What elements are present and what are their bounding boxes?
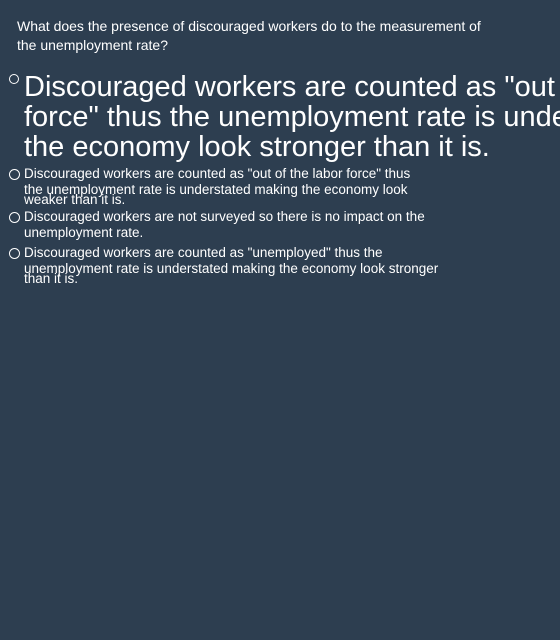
answer-option-d-label: Discouraged workers are counted as "unem… [24,245,464,287]
question-line: What does the presence of discouraged wo… [17,18,481,34]
answer-line: Discouraged workers are counted as "out … [24,72,560,103]
answer-line: the economy look stronger than it is. [24,131,490,162]
answer-line: than it is. [24,271,79,286]
answer-line: unemployment rate is understated making … [24,261,439,276]
answer-line: Discouraged workers are counted as "out … [24,166,411,181]
answer-option-d[interactable]: Discouraged workers are counted as "unem… [9,245,560,287]
question-text: What does the presence of discouraged wo… [17,17,497,55]
answer-option-a-label: Discouraged workers are counted as "out … [24,72,560,162]
answer-option-c-label: Discouraged workers are not surveyed so … [24,209,464,241]
answer-line: force" thus the unemployment rate is und… [24,101,560,133]
answer-line: Discouraged workers are not surveyed so … [24,209,425,224]
radio-button-d[interactable] [9,248,20,259]
answer-line: unemployment rate. [24,225,144,240]
radio-button-a[interactable] [9,74,19,84]
answer-line: Discouraged workers are counted as "unem… [24,245,383,260]
question-line: the unemployment rate? [17,37,168,53]
answer-option-b[interactable]: Discouraged workers are counted as "out … [9,166,560,208]
answer-option-b-label: Discouraged workers are counted as "out … [24,166,464,208]
radio-button-c[interactable] [9,212,20,223]
answer-line: weaker than it is. [24,192,126,207]
answer-line: the unemployment rate is understated mak… [24,182,408,197]
radio-button-b[interactable] [9,169,20,180]
answer-option-a[interactable]: Discouraged workers are counted as "out … [9,72,560,166]
answer-option-c[interactable]: Discouraged workers are not surveyed so … [9,209,560,243]
